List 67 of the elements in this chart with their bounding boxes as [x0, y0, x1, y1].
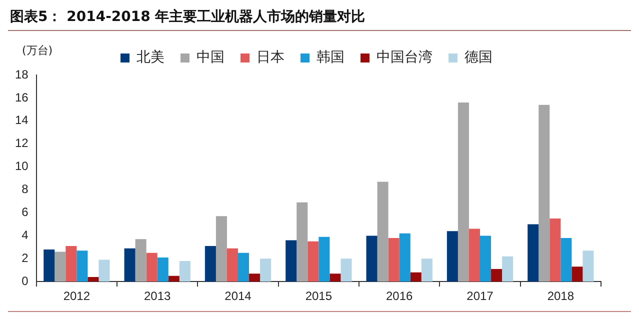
bar [582, 250, 594, 282]
y-tick-label: 8 [22, 182, 29, 196]
bar [330, 274, 341, 282]
bar [446, 231, 458, 282]
bar [366, 236, 378, 282]
x-tick-label: 2018 [547, 289, 574, 304]
bar [421, 258, 432, 282]
bar [44, 249, 55, 282]
legend-label: 德国 [464, 50, 492, 66]
bar [318, 236, 330, 282]
x-tick-label: 2013 [144, 289, 172, 304]
x-tick-label: 2016 [386, 289, 414, 304]
bar [377, 182, 388, 282]
bar [249, 274, 260, 282]
bar [468, 228, 480, 282]
y-tick-label: 14 [14, 113, 29, 128]
y-tick-label: 2 [22, 250, 29, 265]
bar [124, 248, 136, 282]
bar [340, 258, 352, 282]
bar [388, 238, 400, 282]
legend-label: 中国台湾 [376, 50, 432, 66]
bar [168, 276, 180, 282]
y-tick-label: 6 [22, 205, 29, 220]
bar [238, 252, 250, 282]
bar [458, 102, 469, 282]
chart-title: 图表5： 2014-2018 年主要工业机器人市场的销量对比 [9, 8, 366, 27]
bar [66, 246, 77, 282]
bar [286, 240, 297, 282]
bar [179, 260, 190, 282]
y-tick-label: 12 [14, 136, 29, 150]
x-tick-label: 2015 [305, 289, 332, 304]
x-tick-label: 2014 [224, 289, 252, 304]
bar [480, 236, 492, 282]
bar [296, 202, 308, 282]
bar [226, 248, 238, 282]
bar [88, 277, 99, 282]
bar [54, 252, 66, 282]
legend-label: 中国 [196, 50, 224, 66]
legend-label: 韩国 [316, 50, 344, 66]
bar [399, 233, 410, 282]
x-tick-label: 2012 [63, 289, 90, 304]
bar [560, 238, 572, 282]
bar [216, 216, 227, 282]
y-tick-label: 4 [22, 228, 29, 242]
x-tick-label: 2017 [466, 289, 494, 304]
bar [98, 260, 110, 282]
bar [157, 257, 168, 282]
y-tick-label: 16 [14, 90, 29, 104]
y-axis-title: (万台) [22, 43, 53, 58]
bar [410, 272, 422, 282]
legend-label: 日本 [256, 50, 284, 66]
bar [572, 266, 583, 282]
y-tick-label: 10 [14, 159, 29, 174]
bar [76, 250, 88, 282]
y-tick-label: 0 [22, 274, 29, 288]
bar [528, 224, 539, 282]
y-tick-label: 18 [14, 67, 29, 82]
bar [491, 268, 502, 282]
legend-label: 北美 [136, 50, 164, 66]
bar [260, 258, 272, 282]
bar [538, 104, 550, 282]
bar [308, 241, 319, 282]
bar [135, 239, 146, 282]
bar [146, 252, 158, 282]
bar [550, 218, 561, 282]
bar [502, 256, 514, 282]
bar [204, 246, 216, 282]
